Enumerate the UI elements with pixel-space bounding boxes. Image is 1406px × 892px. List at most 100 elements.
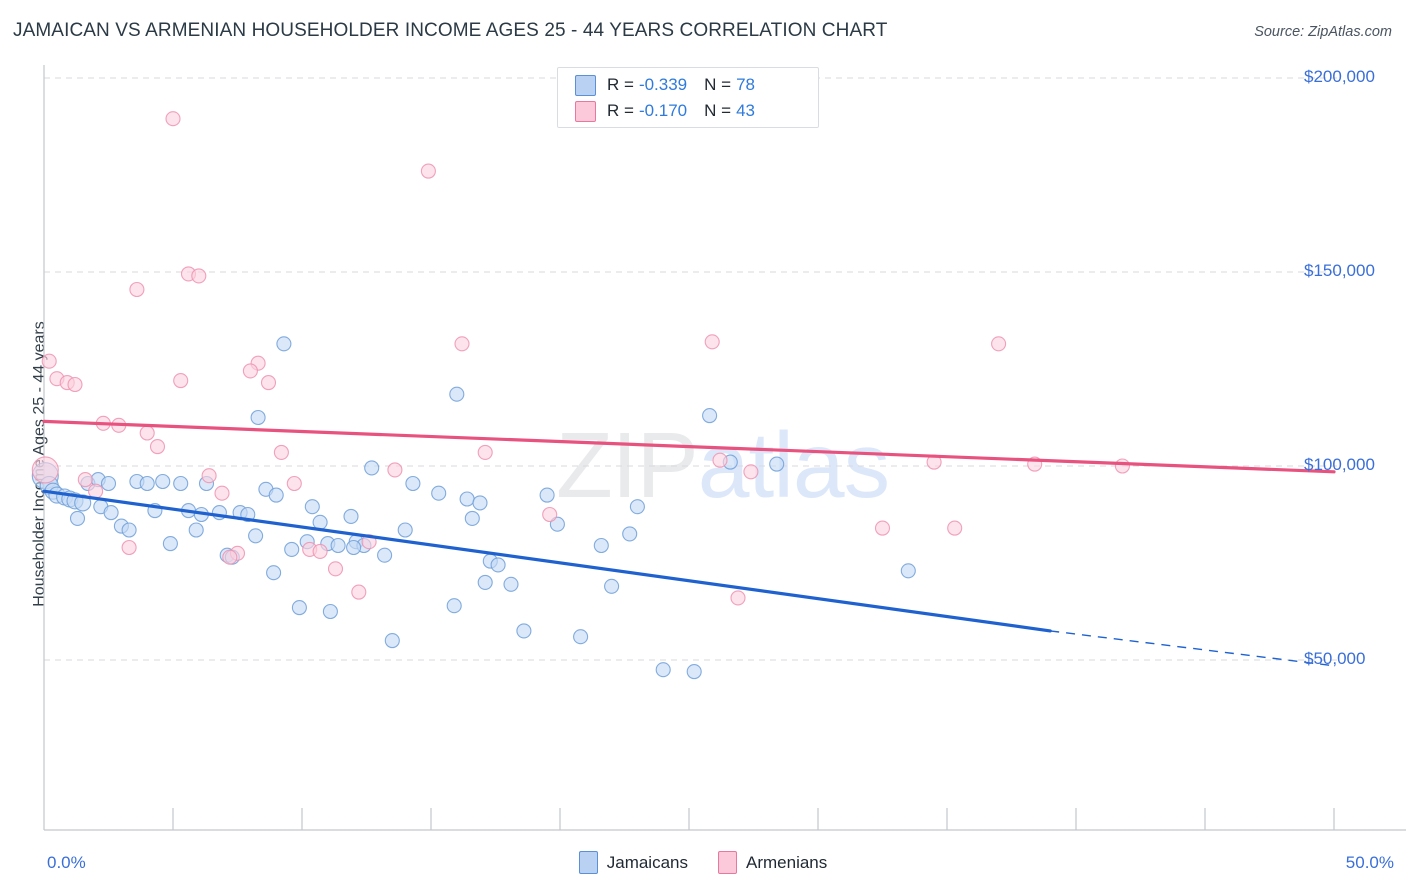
correlation-stats-box: R = -0.339 N = 78 R = -0.170 N = 43	[557, 67, 819, 128]
data-point	[464, 510, 480, 526]
data-point	[286, 475, 302, 492]
data-point	[67, 376, 83, 393]
data-point	[121, 522, 137, 538]
y-axis-tick-150000: $150,000	[1304, 261, 1375, 280]
legend-label-jamaicans: Jamaicans	[606, 852, 688, 872]
x-axis-tick-min: 0.0%	[47, 853, 86, 872]
data-point	[284, 541, 300, 557]
data-point	[214, 485, 230, 501]
data-point	[266, 565, 282, 581]
data-point	[268, 487, 284, 503]
legend-swatch-armenians-icon	[718, 851, 737, 874]
data-point	[712, 452, 728, 468]
data-point	[129, 281, 145, 298]
legend-label-armenians: Armenians	[746, 852, 828, 872]
data-point	[343, 508, 359, 524]
data-point	[503, 576, 519, 592]
data-point	[191, 268, 207, 284]
legend-item-armenians[interactable]: Armenians	[718, 851, 827, 874]
data-point	[1114, 458, 1130, 474]
data-point	[165, 111, 181, 127]
data-point	[387, 462, 403, 478]
data-point	[149, 439, 166, 455]
y-axis-tick-50000: $50,000	[1304, 649, 1366, 668]
data-point	[477, 574, 493, 590]
stats-r-value-1: -0.170	[638, 101, 688, 120]
data-point	[260, 375, 277, 391]
data-point	[446, 598, 462, 614]
data-point	[250, 409, 266, 426]
data-point	[41, 353, 57, 369]
stats-swatch-pink-icon	[575, 100, 596, 122]
data-point	[155, 473, 171, 490]
stats-r-value-0: -0.339	[638, 75, 688, 94]
data-point	[173, 373, 189, 389]
data-point	[900, 563, 916, 579]
data-point	[139, 425, 155, 441]
data-point	[459, 491, 475, 507]
data-point	[743, 464, 759, 480]
data-point	[431, 485, 447, 501]
data-point	[539, 487, 555, 503]
stats-row-armenians: R = -0.170 N = 43	[575, 98, 755, 124]
trend-line-jamaicans	[42, 489, 1052, 633]
data-point	[542, 506, 558, 523]
data-point	[704, 334, 720, 350]
data-point	[604, 578, 620, 594]
data-point	[77, 472, 93, 488]
data-point	[139, 475, 155, 492]
data-point	[121, 539, 137, 556]
data-point	[188, 522, 204, 538]
stats-n-value-1: 43	[736, 101, 755, 120]
x-axis-tick-max: 50.0%	[1345, 853, 1394, 872]
data-point	[276, 336, 292, 352]
data-point	[330, 537, 346, 554]
stats-n-label-1: N =	[704, 101, 732, 120]
data-point	[242, 363, 258, 379]
data-point	[686, 664, 702, 680]
legend-swatch-jamaicans-icon	[578, 851, 598, 874]
legend-item-jamaicans[interactable]: Jamaicans	[578, 851, 688, 874]
series-legend: Jamaicans Armenians	[0, 851, 1406, 874]
data-point	[322, 603, 338, 620]
data-point	[449, 386, 465, 402]
data-point	[702, 408, 718, 424]
data-point	[593, 537, 609, 554]
data-point	[100, 475, 117, 492]
page-title: JAMAICAN VS ARMENIAN HOUSEHOLDER INCOME …	[13, 20, 888, 41]
data-point	[405, 475, 421, 492]
data-point	[162, 536, 178, 552]
data-point	[991, 336, 1007, 352]
data-point	[273, 444, 289, 460]
y-axis-tick-100000: $100,000	[1304, 455, 1375, 474]
data-point	[222, 549, 238, 565]
data-point	[573, 629, 589, 645]
data-point	[420, 163, 436, 179]
data-point	[248, 528, 264, 544]
data-point	[346, 539, 362, 556]
data-point	[312, 514, 328, 530]
data-point	[201, 468, 217, 484]
data-point	[397, 522, 413, 538]
trend-line-extrapolated-jamaicans	[1050, 630, 1335, 667]
stats-row-jamaicans: R = -0.339 N = 78	[575, 72, 755, 98]
stats-n-value-0: 78	[736, 75, 755, 94]
data-point	[947, 520, 963, 536]
data-point	[454, 336, 470, 352]
data-point	[477, 444, 493, 460]
data-point	[31, 456, 59, 484]
data-point	[312, 543, 328, 559]
data-point	[629, 499, 645, 515]
data-point	[730, 590, 746, 606]
data-point	[490, 557, 506, 573]
stats-swatch-blue-icon	[575, 74, 596, 96]
data-point	[377, 547, 393, 563]
y-axis-tick-200000: $200,000	[1304, 67, 1375, 86]
data-point	[622, 526, 638, 542]
data-point	[351, 584, 367, 600]
stats-n-label-0: N =	[704, 75, 732, 94]
stats-r-label-0: R =	[607, 75, 634, 94]
data-point	[69, 510, 86, 526]
